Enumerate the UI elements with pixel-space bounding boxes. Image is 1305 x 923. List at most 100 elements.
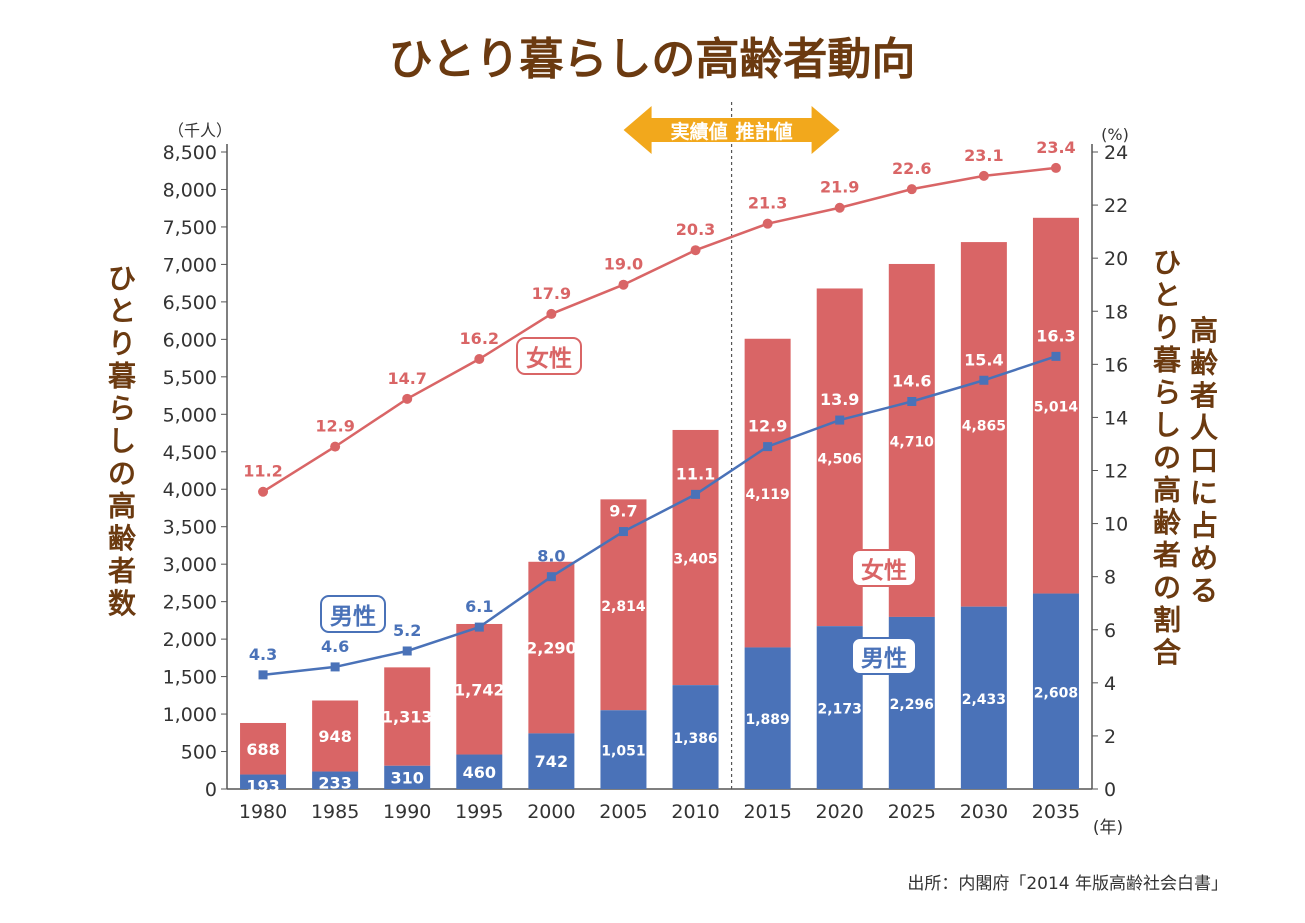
line-point <box>835 415 845 425</box>
y-right-tick-label: 12 <box>1104 461 1128 483</box>
line-point <box>402 646 412 656</box>
line-point-label: 19.0 <box>604 255 643 274</box>
y-left-tick-label: 3,000 <box>163 554 217 576</box>
line-point-label: 11.2 <box>243 462 282 481</box>
line-point-label: 20.3 <box>676 220 715 239</box>
line-point <box>907 396 917 406</box>
y-left-tick-label: 5,500 <box>163 367 217 389</box>
y-left-tick-label: 4,500 <box>163 442 217 464</box>
line-point-label: 23.4 <box>1036 138 1075 157</box>
bar-female <box>456 623 503 755</box>
y-right-unit: (%) <box>1101 125 1129 144</box>
y-right-tick-label: 16 <box>1104 354 1128 376</box>
annotation-male-bar-box <box>851 637 917 675</box>
bar-male-label: 2,433 <box>962 692 1006 708</box>
line-point-label: 16.2 <box>460 329 499 348</box>
line-point <box>906 184 917 195</box>
line-point <box>763 442 773 452</box>
annotation-male-line: 男性 <box>330 604 376 630</box>
x-tick-label: 2020 <box>816 801 864 823</box>
line-point <box>330 662 340 672</box>
x-tick-label: 2035 <box>1032 801 1080 823</box>
line-point-label: 23.1 <box>964 146 1003 165</box>
bar-male-label: 1,889 <box>745 712 789 728</box>
line-point-label: 14.6 <box>892 371 931 390</box>
y-right-tick-label: 18 <box>1104 301 1128 323</box>
x-tick-label: 2025 <box>888 801 936 823</box>
line-point <box>834 202 845 213</box>
bar-female-label: 948 <box>318 727 351 746</box>
y-right-tick-label: 22 <box>1104 195 1128 217</box>
line-point <box>1050 162 1061 173</box>
line-point-label: 5.2 <box>393 621 421 640</box>
annotation-female-line-box <box>516 337 582 375</box>
line-point-label: 4.3 <box>249 645 277 664</box>
bar-male-label: 2,296 <box>890 697 934 713</box>
line-point-label: 21.3 <box>748 194 787 213</box>
bar-male-label: 193 <box>246 777 279 796</box>
bar-male <box>672 685 719 789</box>
bar-male <box>528 733 575 789</box>
y-left-tick-label: 1,000 <box>163 704 217 726</box>
y-left-tick-label: 5,000 <box>163 404 217 426</box>
chart-title: ひとり暮らしの高齢者動向 <box>389 34 916 85</box>
bar-male-label: 2,608 <box>1034 685 1078 701</box>
line-point <box>402 393 413 404</box>
bar-female-label: 4,506 <box>818 451 862 467</box>
y-left-tick-label: 8,500 <box>163 142 217 164</box>
y-left-tick-label: 500 <box>181 742 217 764</box>
bar-male <box>240 774 287 789</box>
line-point-label: 15.4 <box>964 350 1003 369</box>
y-right-tick-label: 8 <box>1104 567 1116 589</box>
line-point <box>330 441 341 452</box>
bar-male <box>744 647 791 789</box>
y-left-tick-label: 6,500 <box>163 292 217 314</box>
y-left-tick-label: 8,000 <box>163 179 217 201</box>
y-right-tick-label: 2 <box>1104 726 1116 748</box>
annotation-female-bar-box <box>851 549 917 587</box>
divider-left-label: 実績値 <box>671 120 728 143</box>
bar-female-label: 3,405 <box>673 552 717 568</box>
y-right-tick-label: 6 <box>1104 620 1116 642</box>
bar-female-label: 1,313 <box>382 708 433 727</box>
bar-male <box>384 765 431 789</box>
y-right-tick-label: 20 <box>1104 248 1128 270</box>
y-left-tick-label: 2,000 <box>163 629 217 651</box>
y-right-tick-label: 24 <box>1104 142 1128 164</box>
y-left-tick-label: 2,500 <box>163 592 217 614</box>
bar-female-label: 2,814 <box>601 599 646 615</box>
bar-female <box>960 242 1007 607</box>
annotation-female-bar: 女性 <box>861 557 907 584</box>
bar-female <box>240 722 287 775</box>
bar-female <box>744 338 791 648</box>
annotation-male-line-box <box>320 595 386 633</box>
x-tick-label: 2000 <box>527 801 575 823</box>
source-note: 出所：内閣府「2014 年版高齢社会白書」 <box>907 874 1228 894</box>
line-point-label: 4.6 <box>321 637 349 656</box>
bar-male-label: 233 <box>318 774 351 793</box>
bar-female <box>672 429 719 686</box>
line-point <box>258 486 269 497</box>
line-point-label: 12.9 <box>748 417 787 436</box>
line-point <box>546 572 556 582</box>
line-point <box>618 527 628 537</box>
line-point <box>979 375 989 385</box>
y-right-tick-label: 10 <box>1104 514 1128 536</box>
line-point-label: 21.9 <box>820 178 859 197</box>
x-tick-label: 2030 <box>960 801 1008 823</box>
line-point-label: 14.7 <box>387 369 426 388</box>
x-tick-label: 2005 <box>599 801 647 823</box>
y-left-tick-label: 3,500 <box>163 517 217 539</box>
bar-male-label: 742 <box>535 752 568 771</box>
x-tick-label: 2015 <box>743 801 791 823</box>
line-point-label: 12.9 <box>315 417 354 436</box>
y-left-tick-label: 0 <box>205 779 217 801</box>
x-tick-label: 1990 <box>383 801 431 823</box>
line-male <box>262 355 1057 677</box>
y-left-label: ひとり暮らしの高齢者数 <box>108 262 137 620</box>
line-point-label: 6.1 <box>465 597 493 616</box>
y-left-tick-label: 4,000 <box>163 479 217 501</box>
line-point <box>258 670 268 680</box>
y-left-tick-label: 6,000 <box>163 329 217 351</box>
